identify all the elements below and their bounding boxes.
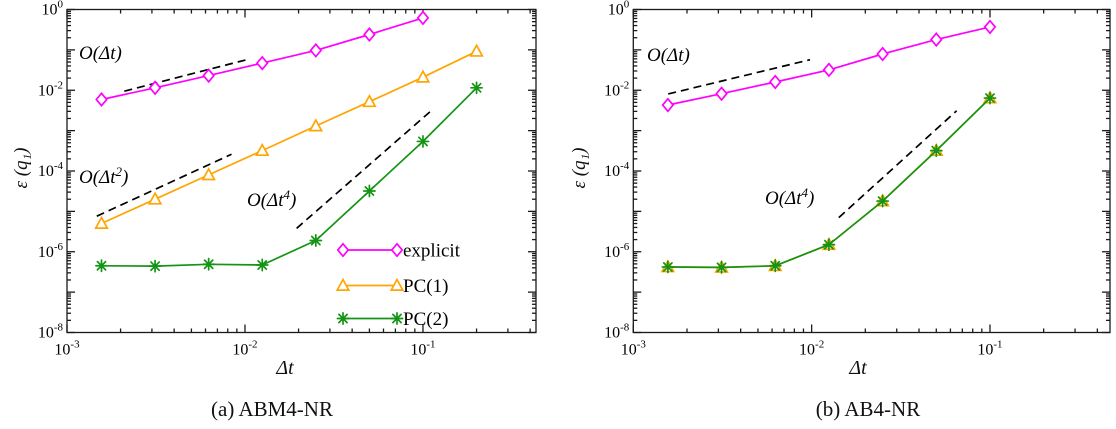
plot-b-guide-label: O(Δt): [647, 45, 690, 66]
plot-b-xtick-label: 10-2: [799, 339, 824, 359]
plot-a-xlabel: Δt: [276, 357, 294, 379]
plot-b-ytick-label: 10-2: [604, 79, 629, 99]
plot-b-xlabel: Δt: [849, 357, 867, 379]
plot-a-xtick-label: 10-1: [410, 339, 435, 359]
plot-a-xtick-label: 10-2: [232, 339, 257, 359]
plot-a-axes: [66, 8, 537, 334]
plot-a-guide-line: [96, 153, 232, 217]
plot-a-guide-line: [124, 58, 247, 92]
plot-b-guide-line: [668, 58, 811, 95]
plot-b-xtick-label: 10-3: [621, 339, 647, 359]
legend-label: PC(1): [403, 276, 448, 297]
plot-a-ytick-label: 10-4: [38, 160, 64, 180]
plot-a: 10-3 10-2 10-1 100 10-2 10-4 10-6 10-8 O(Δt) O(Δt…: [38, 0, 537, 359]
plot-a-ylabel: ε (q₁): [11, 147, 32, 189]
plot-a-series-PC(2): [95, 81, 484, 273]
plot-b-xtick-label: 10-1: [977, 339, 1002, 359]
plot-a-ytick-label: 10-6: [38, 241, 64, 261]
plot-b-guide-label: O(Δt4): [765, 185, 814, 209]
plot-b-series-PC(2): [661, 91, 997, 274]
plot-b-ylabel: ε (q₁): [569, 147, 590, 189]
plot-b-caption: (b) AB4-NR: [815, 397, 921, 421]
plot-b-axes: [632, 8, 1111, 334]
plot-b-ytick-label: 100: [608, 0, 630, 19]
plot-a-guide-label: O(Δt4): [247, 187, 296, 211]
plot-a-guide-label: O(Δt2): [79, 164, 128, 188]
legend-label: PC(2): [403, 309, 448, 330]
legend-label: explicit: [403, 241, 461, 262]
plot-a-legend: explicit PC(1) PC(2): [335, 241, 461, 330]
plot-a-ytick-label: 100: [42, 0, 64, 19]
plot-b: 10-3 10-2 10-1 100 10-2 10-4 10-6 10-8 O(Δt) O(Δt…: [604, 0, 1111, 359]
plot-b-ytick-label: 10-6: [604, 241, 630, 261]
plot-a-caption: (a) ABM4-NR: [211, 397, 333, 421]
plot-a-ytick-label: 10-2: [38, 79, 63, 99]
plot-a-guide-line: [296, 109, 433, 229]
plot-a-xtick-label: 10-3: [54, 339, 80, 359]
plot-b-ytick-label: 10-8: [604, 322, 630, 342]
plot-b-guide-line: [838, 110, 958, 219]
plot-b-ytick-label: 10-4: [604, 160, 630, 180]
plot-a-ytick-label: 10-8: [38, 322, 64, 342]
plot-a-guide-label: O(Δt): [79, 43, 122, 64]
plot-b-series-explicit: [661, 19, 997, 113]
plot-a-series-PC(1): [94, 43, 484, 229]
plot-a-series-explicit: [95, 10, 430, 108]
